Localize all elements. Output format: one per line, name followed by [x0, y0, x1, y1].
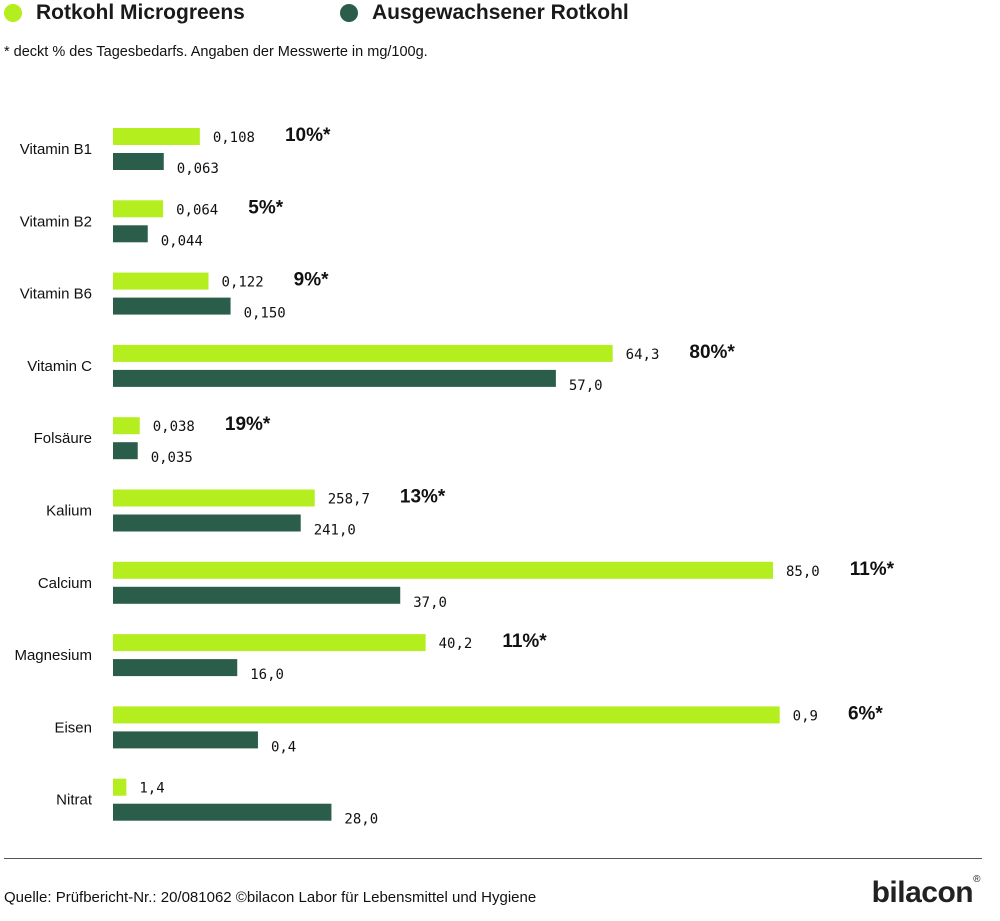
- percent-label-magnesium: 11%*: [502, 631, 547, 652]
- value-label-microgreens-magnesium: 40,2: [439, 636, 473, 652]
- value-label-ausgewachsen-kalium: 241,0: [314, 523, 356, 539]
- legend-item-microgreens: Rotkohl Microgreens: [4, 0, 245, 26]
- percent-label-vitamin-c: 80%*: [689, 342, 735, 363]
- legend-label-ausgewachsen: Ausgewachsener Rotkohl: [372, 1, 629, 24]
- bar-microgreens-nitrat: [113, 778, 127, 796]
- bar-ausgewachsen-vitamin-b6: [113, 297, 231, 315]
- percent-label-vitamin-b2: 5%*: [248, 197, 283, 218]
- source-text: Quelle: Prüfbericht-Nr.: 20/081062 ©bila…: [4, 889, 537, 906]
- bar-ausgewachsen-eisen: [113, 731, 258, 749]
- percent-label-fols-ure: 19%*: [225, 414, 271, 435]
- value-label-microgreens-kalium: 258,7: [328, 492, 370, 508]
- bar-ausgewachsen-vitamin-c: [113, 369, 556, 387]
- legend-dot-microgreens: [4, 4, 22, 22]
- category-label-kalium: Kalium: [46, 503, 92, 520]
- value-label-microgreens-vitamin-b6: 0,122: [222, 275, 264, 291]
- value-label-microgreens-nitrat: 1,4: [139, 781, 164, 797]
- percent-label-kalium: 13%*: [400, 487, 446, 508]
- footer-divider: [4, 858, 982, 859]
- bar-ausgewachsen-vitamin-b2: [113, 225, 148, 243]
- value-label-microgreens-vitamin-b2: 0,064: [176, 202, 218, 218]
- value-label-microgreens-vitamin-c: 64,3: [626, 347, 660, 363]
- bar-microgreens-vitamin-b1: [113, 128, 200, 145]
- percent-label-calcium: 11%*: [850, 559, 895, 580]
- value-label-ausgewachsen-vitamin-b6: 0,150: [244, 306, 286, 322]
- category-label-eisen: Eisen: [54, 719, 92, 736]
- legend-dot-ausgewachsen: [340, 4, 358, 22]
- legend-label-microgreens: Rotkohl Microgreens: [36, 1, 245, 24]
- value-label-ausgewachsen-fols-ure: 0,035: [151, 450, 193, 466]
- bar-ausgewachsen-calcium: [113, 586, 401, 604]
- category-label-nitrat: Nitrat: [56, 792, 93, 809]
- brand-registered-mark: ®: [973, 874, 980, 885]
- bar-microgreens-fols-ure: [113, 417, 140, 435]
- value-label-ausgewachsen-calcium: 37,0: [413, 595, 447, 611]
- bar-microgreens-kalium: [113, 489, 315, 507]
- bar-microgreens-vitamin-b2: [113, 200, 164, 218]
- value-label-ausgewachsen-vitamin-b2: 0,044: [161, 233, 203, 249]
- bar-microgreens-magnesium: [113, 634, 426, 652]
- bar-microgreens-eisen: [113, 706, 780, 724]
- category-label-vitamin-b6: Vitamin B6: [20, 286, 92, 303]
- value-label-ausgewachsen-eisen: 0,4: [271, 739, 296, 755]
- brand-logo: bilacon®: [871, 874, 981, 910]
- bar-ausgewachsen-kalium: [113, 514, 301, 532]
- value-label-ausgewachsen-nitrat: 28,0: [344, 812, 378, 828]
- bar-microgreens-vitamin-c: [113, 344, 613, 362]
- bar-ausgewachsen-fols-ure: [113, 442, 138, 460]
- category-label-vitamin-b2: Vitamin B2: [20, 213, 92, 230]
- category-label-magnesium: Magnesium: [14, 647, 92, 664]
- value-label-ausgewachsen-vitamin-b1: 0,063: [177, 161, 219, 177]
- bar-ausgewachsen-magnesium: [113, 659, 238, 677]
- percent-label-vitamin-b1: 10%*: [285, 125, 331, 146]
- bar-microgreens-calcium: [113, 561, 773, 579]
- chart-note: * deckt % des Tagesbedarfs. Angaben der …: [4, 44, 428, 60]
- brand-name: bilacon: [871, 876, 974, 909]
- category-label-calcium: Calcium: [38, 575, 92, 592]
- value-label-ausgewachsen-vitamin-c: 57,0: [569, 378, 603, 394]
- percent-label-eisen: 6%*: [848, 703, 883, 724]
- bar-ausgewachsen-vitamin-b1: [113, 153, 164, 170]
- bar-ausgewachsen-nitrat: [113, 803, 332, 821]
- bar-chart: Vitamin B1 0,108 10%* 0,063 Vitamin B2 0,064 5…: [14, 125, 895, 828]
- value-label-microgreens-fols-ure: 0,038: [153, 419, 195, 435]
- value-label-microgreens-calcium: 85,0: [786, 564, 820, 580]
- legend: Rotkohl Microgreens Ausgewachsener Rotko…: [0, 0, 1000, 26]
- bar-microgreens-vitamin-b6: [113, 272, 209, 290]
- value-label-ausgewachsen-magnesium: 16,0: [250, 667, 284, 683]
- value-label-microgreens-vitamin-b1: 0,108: [213, 130, 255, 146]
- value-label-microgreens-eisen: 0,9: [793, 708, 818, 724]
- category-label-fols-ure: Folsäure: [34, 430, 92, 447]
- category-label-vitamin-c: Vitamin C: [27, 358, 92, 375]
- percent-label-vitamin-b6: 9%*: [294, 270, 329, 291]
- category-label-vitamin-b1: Vitamin B1: [20, 141, 92, 158]
- legend-item-ausgewachsen: Ausgewachsener Rotkohl: [340, 0, 629, 26]
